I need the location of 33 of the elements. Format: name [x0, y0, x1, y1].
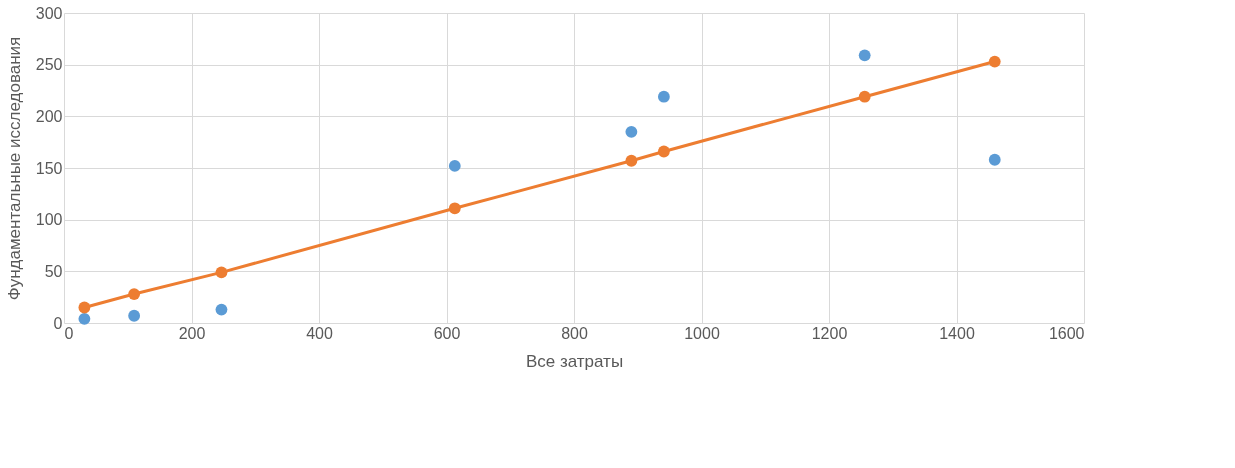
y-tick-label: 200	[35, 107, 63, 125]
x-tick-label: 1400	[939, 324, 975, 342]
x-tick-label: 200	[178, 324, 206, 342]
point	[657, 145, 670, 158]
point	[128, 309, 141, 322]
point	[215, 266, 228, 279]
point	[215, 303, 228, 316]
point	[78, 312, 91, 325]
y-tick-label: 100	[35, 211, 63, 229]
point	[78, 301, 91, 314]
y-tick-label: 300	[35, 4, 63, 22]
y-tick-label: 250	[35, 56, 63, 74]
point	[858, 49, 871, 62]
point	[657, 90, 670, 103]
x-tick-label: 400	[306, 324, 333, 342]
point	[128, 288, 141, 300]
y-axis-title: Фундаментальные исследования	[4, 36, 24, 301]
y-tick-label: 50	[44, 262, 63, 280]
x-tick-label: 0	[64, 324, 74, 342]
point	[625, 125, 638, 138]
point	[988, 55, 1001, 68]
point	[858, 90, 871, 103]
point	[448, 202, 461, 215]
x-tick-label: 1600	[1048, 324, 1085, 342]
x-tick-label: 1000	[684, 324, 720, 342]
x-axis-title: Все затраты	[525, 351, 624, 371]
point	[448, 160, 461, 172]
y-tick-label: 150	[35, 159, 63, 177]
x-tick-label: 600	[433, 324, 461, 342]
x-tick-label: 1200	[811, 324, 848, 342]
x-tick-label: 800	[561, 324, 588, 342]
point	[625, 154, 638, 167]
point	[988, 153, 1001, 166]
